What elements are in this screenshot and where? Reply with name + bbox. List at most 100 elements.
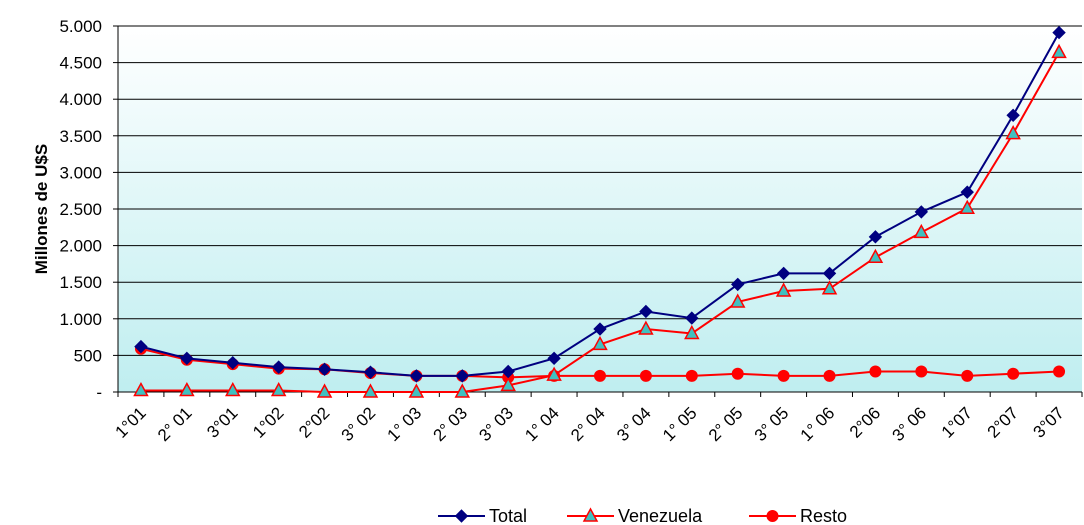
data-point-resto [594,369,606,382]
x-tick-label: 1°01 [111,403,149,441]
data-point-total [455,369,469,383]
data-point-total [868,230,883,244]
x-tick-label: 3°01 [203,403,241,441]
data-point-venezuela [867,248,884,264]
data-point-venezuela [316,383,333,398]
y-tick-label: 4.500 [59,54,102,73]
y-tick-label: 2.000 [59,237,102,256]
data-point-total [1006,108,1020,123]
data-point-total [1052,25,1066,40]
x-tick-label: 1°07 [938,403,976,441]
legend-item-resto: Resto [749,506,847,525]
data-point-total [731,277,745,292]
data-point-venezuela [362,383,379,398]
data-point-resto [639,369,652,382]
data-point-venezuela [500,376,516,392]
data-point-venezuela [270,381,287,397]
data-point-venezuela [729,293,746,308]
y-tick-label: 5.000 [59,17,102,36]
legend-marker-venezuela [582,507,599,522]
x-tick-label: 2° 04 [567,403,609,445]
data-point-resto [1053,365,1066,378]
y-tick-label: 2.500 [59,200,102,219]
series-total [134,25,1066,383]
data-point-total [776,266,791,281]
y-tick-label: 3.500 [59,127,102,146]
y-tick-label: 500 [74,346,102,365]
data-point-total [317,362,332,377]
x-tick-label: 1° 05 [659,403,701,445]
data-point-total [639,304,653,319]
data-point-venezuela [179,381,195,397]
y-tick-label: 1.500 [59,273,102,292]
data-point-total [593,322,607,336]
gridlines [118,25,1082,356]
x-tick-label: 3° 04 [613,403,655,445]
x-tick-label: 1° 04 [521,403,563,445]
y-tick-label: 1.000 [59,310,102,329]
data-point-total [822,266,837,281]
data-point-venezuela [1005,125,1021,140]
data-point-total [271,360,286,374]
legend-marker-resto [766,510,779,522]
legend: Total Venezuela Resto [438,506,847,525]
data-point-total [960,185,974,199]
x-tick-labels: 1°01 2° 01 3°01 1°02 2°02 3° 02 1° 03 2° 03 3° 0… [111,403,1067,445]
y-tick-label: 4.000 [59,90,102,109]
y-axis-label: Millones de U$S [32,144,51,274]
x-tick-label: 1° 06 [797,403,839,445]
x-tick-label: 2° 05 [705,403,747,445]
legend-label-total: Total [489,506,527,525]
x-tick-label: 1° 03 [384,403,426,445]
data-point-resto [869,365,882,378]
data-point-venezuela [959,199,975,215]
data-point-venezuela [454,383,471,398]
series-venezuela [133,43,1067,398]
y-tick-label: - [96,383,102,402]
data-point-total [363,365,378,379]
data-point-resto [823,369,836,382]
legend-marker-total [454,509,469,523]
x-tick-label: 1°02 [249,403,287,441]
legend-label-venezuela: Venezuela [618,506,703,525]
data-point-venezuela [408,383,425,398]
data-point-resto [685,369,698,382]
x-tick-label: 3° 06 [889,403,931,445]
data-point-venezuela [546,366,562,381]
x-tick-label: 3° 02 [338,403,380,445]
x-tick-label: 2° 01 [154,403,196,445]
data-point-resto [731,367,744,380]
x-tick-label: 3° 03 [475,403,517,445]
x-tick-label: 2° 03 [429,403,471,445]
data-point-total [226,356,240,370]
data-point-venezuela [592,335,608,351]
series-layer [133,25,1067,398]
x-tick-label: 3°07 [1030,403,1068,441]
x-tick-label: 2°02 [295,403,333,441]
data-point-resto [915,365,928,378]
data-point-resto [777,369,790,382]
data-point-venezuela [684,324,700,340]
data-point-total [914,205,929,219]
data-point-venezuela [638,320,654,335]
data-point-venezuela [225,381,241,397]
data-point-total [685,311,699,325]
x-tick-label: 2°07 [984,403,1022,441]
legend-item-venezuela: Venezuela [567,506,703,525]
data-point-total [180,351,194,366]
x-tick-label: 3° 05 [751,403,793,445]
legend-item-total: Total [438,506,527,525]
data-point-venezuela [821,280,838,295]
data-point-resto [1007,367,1020,380]
data-point-total [547,351,561,366]
y-tick-labels: - 500 1.000 1.500 2.000 2.500 3.000 3.500 4.000 4… [59,17,102,402]
data-point-venezuela [133,381,149,397]
data-point-venezuela [775,282,792,297]
data-point-resto [961,369,974,382]
data-point-venezuela [913,223,930,239]
data-point-total [501,364,515,379]
data-point-total [409,369,424,383]
legend-label-resto: Resto [800,506,847,525]
data-point-venezuela [1051,43,1067,59]
